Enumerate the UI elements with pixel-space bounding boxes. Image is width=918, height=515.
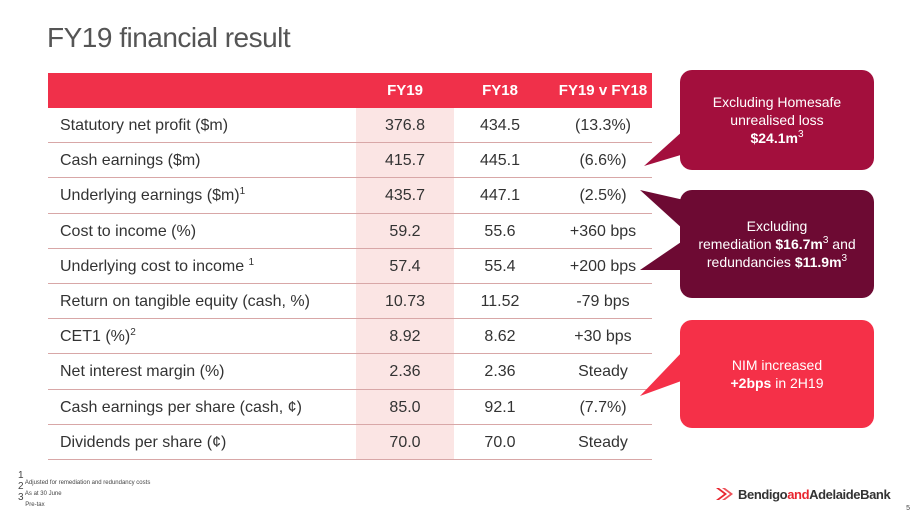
nim-callout: NIM increased +2bps in 2H19: [640, 320, 874, 428]
change-value: +360 bps: [569, 222, 637, 240]
callout-pointer-up: [640, 190, 684, 230]
callout-value: +2bps: [730, 375, 772, 391]
callout-text: redundancies: [706, 254, 795, 270]
logo-part: and: [787, 486, 810, 502]
table-header-row: FY19 FY18 FY19 v FY18: [48, 73, 652, 108]
fy18-value: 8.62: [484, 328, 516, 346]
header-change: FY19 v FY18: [558, 82, 648, 99]
header-fy19: FY19: [387, 82, 423, 99]
callout-pointer-down: [640, 240, 684, 270]
row-label: Dividends per share (¢): [60, 433, 227, 451]
financial-results-table: FY19 FY18 FY19 v FY18 Statutory net prof…: [48, 73, 652, 460]
fy19-value: 57.4: [389, 257, 421, 275]
header-fy18: FY18: [482, 82, 518, 99]
callout-text: remediation: [698, 236, 776, 252]
row-label: Underlying cost to income 1: [60, 256, 255, 275]
change-value: Steady: [578, 363, 628, 381]
row-label: Cost to income (%): [60, 222, 197, 240]
fy19-value: 70.0: [389, 433, 421, 451]
fy19-value: 376.8: [384, 117, 426, 134]
fy18-value: 55.6: [484, 222, 516, 240]
footnote-number: 1: [18, 470, 24, 481]
change-value: (7.7%): [579, 398, 627, 416]
change-value: Steady: [578, 433, 628, 451]
homesafe-callout: Excluding Homesafe unrealised loss $24.1…: [644, 70, 874, 170]
callout-line: NIM increased: [731, 357, 823, 373]
fy18-value: 55.4: [484, 257, 516, 275]
change-value: +30 bps: [574, 328, 632, 346]
footnote-text: Adjusted for remediation and redundancy …: [24, 480, 151, 486]
footnote-text: As at 30 June: [24, 491, 62, 497]
fy19-value: 2.36: [389, 363, 421, 381]
callout-line: Excluding: [746, 218, 808, 234]
table-row: Underlying earnings ($m)1 435.7 447.1 (2.5%…: [48, 178, 652, 214]
remediation-callout: Excluding remediation $16.7m3 and redund…: [640, 190, 874, 298]
callout-value: $11.9m: [794, 254, 842, 270]
callout-value: $24.1m: [750, 130, 798, 146]
callout-text: and: [828, 236, 856, 252]
fy19-value: 8.92: [389, 328, 421, 346]
fy18-value: 447.1: [479, 187, 521, 205]
footnote-ref: 3: [797, 129, 804, 140]
fy18-value: 434.5: [479, 117, 521, 134]
logo-part: AdelaideBank: [809, 486, 891, 502]
callout-text: in 2H19: [771, 375, 824, 391]
row-label: Cash earnings per share (cash, ¢): [60, 398, 302, 416]
table-row: Dividends per share (¢) 70.0 70.0 Steady: [48, 425, 652, 460]
page-number: 5: [906, 505, 910, 512]
callout-pointer: [644, 130, 684, 166]
table-row: Net interest margin (%) 2.36 2.36 Steady: [48, 354, 652, 390]
fy19-column-highlight: [356, 108, 454, 460]
callout-line: Excluding Homesafe: [712, 94, 842, 110]
page-title: FY19 financial result: [47, 22, 291, 53]
row-label: CET1 (%)2: [60, 327, 136, 346]
table-row: Statutory net profit ($m) 376.8 434.5 (13.3…: [48, 108, 652, 144]
footnote-text: Pre-tax: [25, 502, 45, 508]
fy18-value: 2.36: [484, 363, 516, 381]
table-row: Underlying cost to income 1 57.4 55.4 +200 …: [48, 249, 652, 284]
row-label: Return on tangible equity (cash, %): [60, 292, 310, 310]
fy18-value: 11.52: [480, 292, 520, 310]
fy18-value: 92.1: [484, 398, 516, 416]
table-row: Cash earnings per share (cash, ¢) 85.0 92.…: [48, 390, 652, 425]
fy19-value: 85.0: [389, 398, 421, 416]
fy19-value: 415.7: [384, 152, 426, 170]
change-value: (13.3%): [574, 117, 632, 134]
footnote-ref: 3: [841, 253, 848, 264]
table-row: Cost to income (%) 59.2 55.6 +360 bps: [48, 214, 652, 249]
table-row: Cash earnings ($m) 415.7 445.1 (6.6%): [48, 143, 652, 179]
table-row: Return on tangible equity (cash, %) 10.73…: [48, 284, 652, 320]
table-row: CET1 (%)2 8.92 8.62 +30 bps: [48, 319, 652, 355]
callout-line: unrealised loss: [730, 112, 824, 128]
fy19-value: 59.2: [389, 222, 421, 240]
row-label: Net interest margin (%): [60, 363, 225, 381]
fy18-value: 70.0: [484, 433, 516, 451]
change-value: +200 bps: [569, 257, 637, 275]
fy19-value: 435.7: [384, 187, 426, 205]
callout-pointer: [640, 350, 684, 396]
footnotes: 1 Adjusted for remediation and redundanc…: [18, 471, 151, 509]
callout-value: $16.7m: [775, 236, 823, 252]
footnote-number: 3: [18, 492, 24, 503]
row-label: Statutory net profit ($m): [60, 117, 229, 134]
footnote-ref: 3: [822, 235, 829, 246]
fy18-value: 445.1: [479, 152, 521, 170]
row-label: Cash earnings ($m): [60, 152, 201, 170]
table-body: Statutory net profit ($m) 376.8 434.5 (13.3…: [48, 108, 652, 460]
bank-logo: Bendigo and AdelaideBank: [716, 486, 891, 502]
logo-chevron-icon: [716, 488, 733, 500]
fy19-value: 10.73: [384, 292, 426, 310]
row-label: Underlying earnings ($m)1: [60, 186, 246, 205]
change-value: (6.6%): [579, 152, 627, 170]
change-value: (2.5%): [579, 187, 627, 205]
change-value: -79 bps: [576, 292, 630, 310]
logo-part: Bendigo: [738, 486, 788, 502]
footnote-number: 2: [18, 481, 24, 492]
